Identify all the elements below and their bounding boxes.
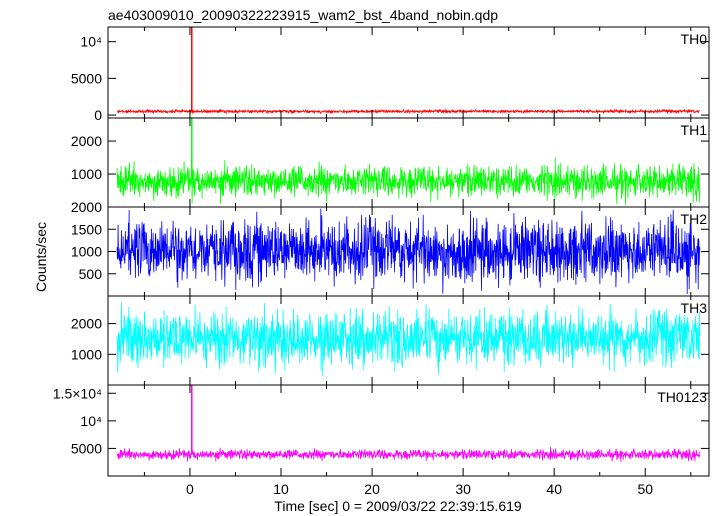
- y-tick-label: 2000: [71, 133, 102, 149]
- x-tick-label: 50: [637, 481, 653, 497]
- panel-th2: 500 1000 1500 2000 TH2: [71, 199, 710, 297]
- trace-th3: [116, 301, 701, 377]
- panel-label-th2: TH2: [681, 211, 708, 227]
- x-tick-label: 30: [455, 481, 471, 497]
- y-tick-label: 1000: [71, 166, 102, 182]
- panel-label-th0123: TH0123: [657, 389, 707, 405]
- panel-label-th0: TH0: [681, 31, 708, 47]
- y-tick-label: 2000: [71, 316, 102, 332]
- trace-th2: [116, 208, 701, 295]
- panel-frame: [107, 384, 710, 477]
- y-tick-label: 10⁴: [80, 413, 102, 429]
- chart-title: ae403009010_20090322223915_wam2_bst_4ban…: [108, 7, 498, 23]
- panel-th0: 0 5000 10⁴ TH0: [71, 26, 710, 123]
- y-tick-label: 1000: [71, 244, 102, 260]
- trace-th0123: [116, 446, 701, 462]
- y-tick-label: 1500: [71, 221, 102, 237]
- y-tick-label: 0: [94, 107, 102, 123]
- y-tick-label: 10⁴: [80, 34, 102, 50]
- y-tick-label: 1000: [71, 346, 102, 362]
- y-tick-label: 5000: [71, 70, 102, 86]
- trace-th0: [116, 108, 701, 115]
- panel-th0123: 5000 10⁴ 1.5×10⁴ TH0123: [53, 384, 710, 477]
- panel-th1: 1000 2000 TH1: [71, 117, 710, 208]
- x-tick-label: 20: [364, 481, 380, 497]
- x-tick-label: 10: [273, 481, 289, 497]
- y-tick-label: 5000: [71, 440, 102, 456]
- y-axis-label: Counts/sec: [33, 222, 49, 292]
- y-tick-label: 1.5×10⁴: [53, 385, 102, 401]
- panel-label-th3: TH3: [681, 300, 708, 316]
- panel-frame: [107, 117, 710, 208]
- y-tick-label: 500: [79, 266, 103, 282]
- x-tick-label: 0: [186, 481, 194, 497]
- panel-th3: 1000 2000 TH3: [71, 295, 710, 386]
- x-axis-label: Time [sec] 0 = 2009/03/22 22:39:15.619: [274, 498, 522, 514]
- panel-frame: [107, 26, 710, 119]
- x-tick-label: 40: [546, 481, 562, 497]
- y-tick-label: 2000: [71, 199, 102, 215]
- trace-th1: [116, 157, 701, 205]
- panel-label-th1: TH1: [681, 122, 708, 138]
